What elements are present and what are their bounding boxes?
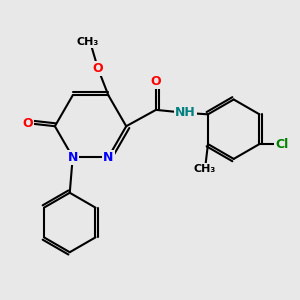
Text: CH₃: CH₃	[194, 164, 216, 174]
Text: O: O	[93, 62, 103, 75]
Text: N: N	[103, 151, 114, 164]
Text: O: O	[151, 75, 161, 88]
Text: CH₃: CH₃	[76, 37, 99, 47]
Text: O: O	[23, 117, 34, 130]
Text: N: N	[68, 151, 78, 164]
Text: NH: NH	[175, 106, 196, 119]
Text: Cl: Cl	[275, 138, 288, 151]
